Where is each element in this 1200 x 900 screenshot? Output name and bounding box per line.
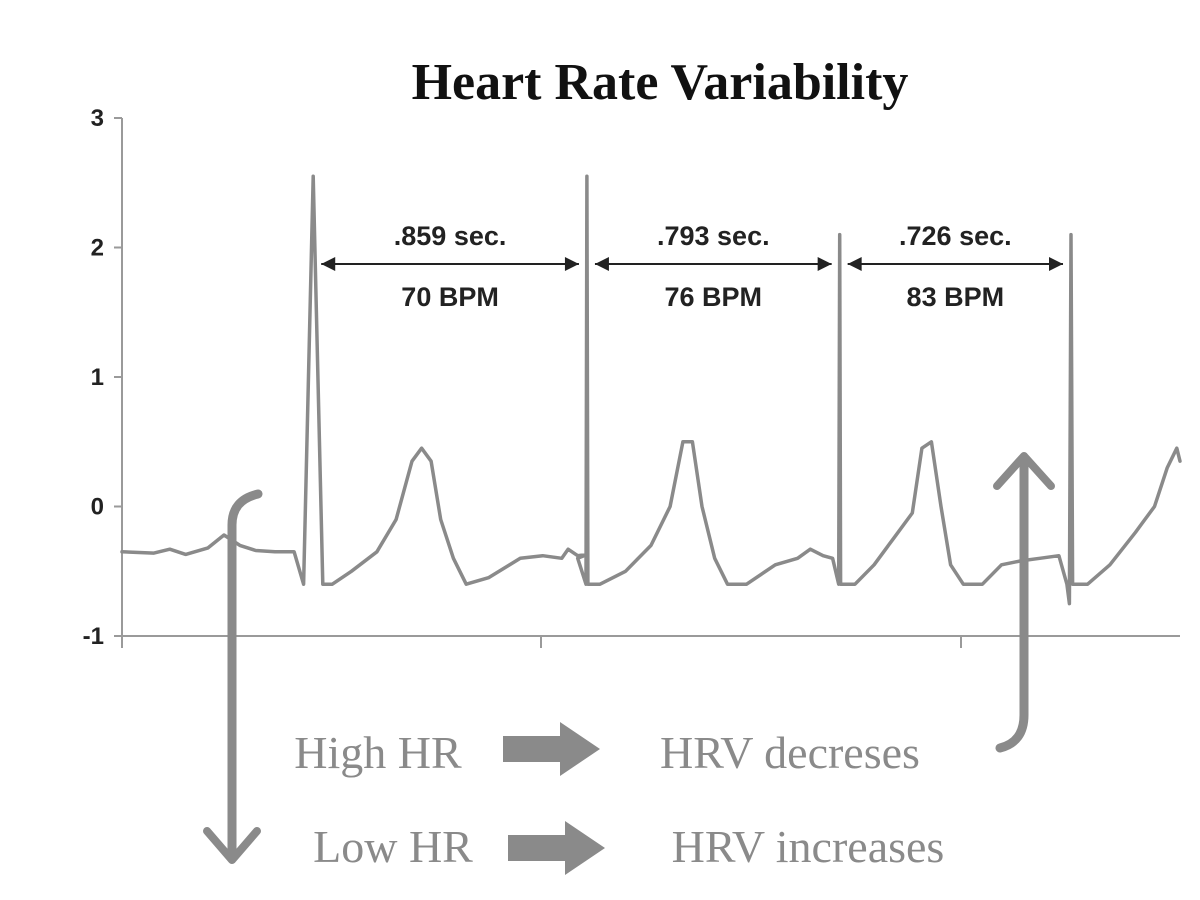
caption-high-hr-label: High HR	[294, 727, 462, 778]
interval-arrowhead-left-icon	[321, 257, 336, 271]
hr-arrows	[203, 452, 1055, 864]
interval-arrowhead-right-icon	[1049, 257, 1064, 271]
caption-high-hr: High HR HRV decreses	[294, 722, 920, 778]
chart-axes	[114, 117, 1180, 648]
interval-duration-label: .859 sec.	[394, 221, 507, 251]
down-curved-arrow-icon	[227, 489, 263, 860]
y-tick-label: 1	[91, 364, 104, 391]
rr-interval-annotations: .859 sec. 70 BPM .793 sec. 76 BPM .726 sec. 8…	[321, 221, 1064, 312]
up-curved-arrow-icon	[995, 453, 1029, 753]
y-tick-label: 0	[91, 494, 104, 521]
down-arrowhead-icon	[203, 827, 261, 864]
interval-arrowhead-right-icon	[564, 257, 579, 271]
caption-low-hr: Low HR HRV increases	[313, 821, 944, 875]
interval-arrowhead-left-icon	[847, 257, 862, 271]
right-block-arrow-icon	[503, 722, 600, 776]
up-arrowhead-icon	[993, 452, 1055, 490]
y-tick-labels: 3 2 1 0 -1	[83, 105, 104, 650]
right-block-arrow-icon	[508, 821, 605, 875]
interval-duration-label: .793 sec.	[657, 221, 770, 251]
y-tick-label: -1	[83, 623, 104, 650]
interval-bpm-label: 83 BPM	[907, 282, 1005, 312]
caption-hrv-increases-label: HRV increases	[672, 821, 945, 872]
interval-arrowhead-right-icon	[817, 257, 832, 271]
y-tick-label: 3	[91, 105, 104, 132]
y-tick-label: 2	[91, 235, 104, 262]
caption-low-hr-label: Low HR	[313, 821, 473, 872]
caption-hrv-decreases-label: HRV decreses	[660, 727, 920, 778]
chart-title: Heart Rate Variability	[412, 54, 909, 111]
interval-arrowhead-left-icon	[594, 257, 609, 271]
interval-bpm-label: 76 BPM	[665, 282, 763, 312]
interval-duration-label: .726 sec.	[899, 221, 1012, 251]
interval-bpm-label: 70 BPM	[401, 282, 499, 312]
